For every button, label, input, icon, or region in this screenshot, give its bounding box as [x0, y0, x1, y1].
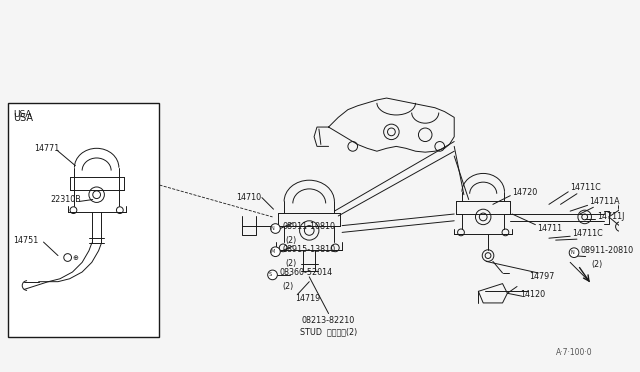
Text: 14711C: 14711C [570, 183, 601, 192]
Text: 14711: 14711 [538, 224, 563, 233]
Text: 14797: 14797 [529, 272, 555, 281]
Text: 14720: 14720 [512, 188, 538, 197]
Text: (2): (2) [282, 282, 294, 291]
Circle shape [271, 247, 280, 257]
Text: USA: USA [13, 110, 32, 119]
Text: 14710: 14710 [236, 193, 261, 202]
Text: 14711A: 14711A [589, 197, 620, 206]
Circle shape [569, 248, 579, 257]
Text: 14771: 14771 [34, 144, 59, 153]
Text: M: M [271, 249, 275, 254]
Text: 22310B: 22310B [51, 195, 81, 204]
Circle shape [271, 224, 280, 233]
Text: (2): (2) [591, 260, 603, 269]
Text: 14711J: 14711J [597, 212, 625, 221]
Text: 14711C: 14711C [572, 229, 603, 238]
Text: 08360-52014: 08360-52014 [279, 269, 332, 278]
Text: N: N [271, 226, 275, 231]
Text: 14719: 14719 [295, 294, 320, 302]
Text: (2): (2) [285, 235, 296, 245]
Text: (2): (2) [285, 259, 296, 268]
Text: USA: USA [13, 113, 33, 122]
Text: 08213-82210: 08213-82210 [302, 316, 355, 325]
Bar [8, 103, 159, 337]
Text: 14120: 14120 [520, 290, 545, 299]
Text: 08911-10810: 08911-10810 [282, 222, 335, 231]
Text: A·7·100·0: A·7·100·0 [556, 348, 592, 357]
Text: ⊕: ⊕ [72, 254, 78, 260]
Text: S: S [269, 272, 272, 278]
Text: 08911-20810: 08911-20810 [581, 246, 634, 255]
Text: STUD  スタッド(2): STUD スタッド(2) [300, 327, 357, 336]
Circle shape [268, 270, 277, 280]
Text: 08915-13810: 08915-13810 [282, 245, 335, 254]
Text: 14751: 14751 [13, 235, 39, 245]
Text: N: N [570, 250, 574, 255]
